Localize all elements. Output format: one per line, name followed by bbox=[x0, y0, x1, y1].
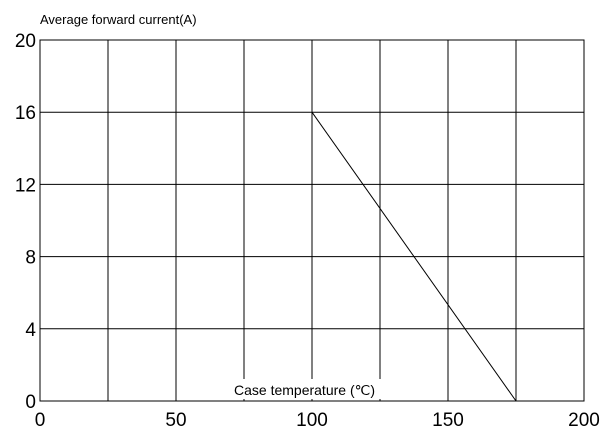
y-tick-label: 4 bbox=[25, 320, 36, 341]
y-tick-labels: 0 4 8 12 16 20 bbox=[15, 31, 37, 413]
y-tick-label: 16 bbox=[15, 103, 36, 124]
grid-lines bbox=[39, 39, 585, 402]
series-line bbox=[311, 111, 517, 402]
x-tick-label: 150 bbox=[432, 410, 464, 431]
plot-frame bbox=[39, 39, 585, 402]
y-tick-label: 0 bbox=[25, 392, 36, 413]
y-axis-title: Average forward current(A) bbox=[40, 12, 197, 27]
x-axis-title: Case temperature (℃) bbox=[234, 382, 375, 398]
x-tick-labels: 0 50 100 150 200 bbox=[35, 410, 600, 431]
y-tick-label: 20 bbox=[15, 31, 36, 52]
x-axis-title-background bbox=[232, 379, 394, 399]
x-axis-title-group: Case temperature (℃) bbox=[232, 379, 394, 399]
x-tick-label: 0 bbox=[35, 410, 46, 431]
x-tick-label: 50 bbox=[165, 410, 186, 431]
y-tick-label: 12 bbox=[15, 175, 36, 196]
x-tick-label: 100 bbox=[296, 410, 328, 431]
series-lines bbox=[311, 111, 517, 402]
x-tick-label: 200 bbox=[568, 410, 600, 431]
y-tick-label: 8 bbox=[25, 248, 36, 269]
